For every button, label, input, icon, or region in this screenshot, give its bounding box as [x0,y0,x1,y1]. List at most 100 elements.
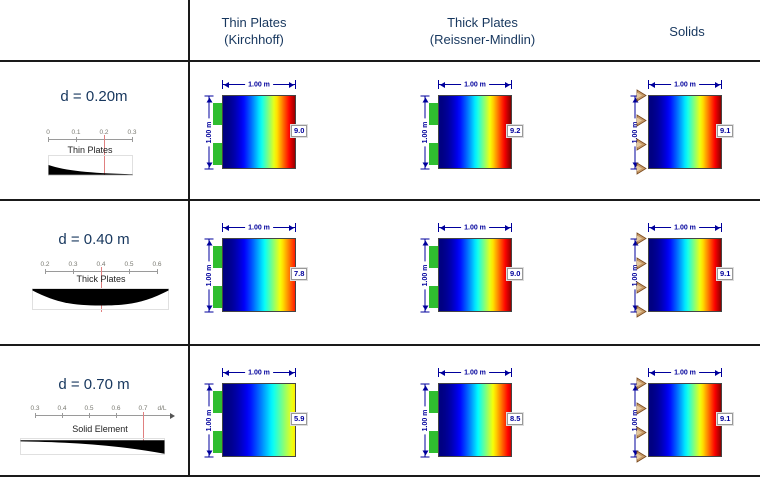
dim-end-tick [420,168,430,170]
ruler-tick-label: 0.3 [30,405,40,412]
result-cell: 1.00 m 1.00 m 7.8 [196,214,322,324]
width-dimension-label: 1.00 m [461,369,489,376]
column-header-line1: Solids [669,24,705,39]
dim-end-tick [438,223,439,232]
dim-arrow-right-icon [715,81,720,88]
pin-support-icon [636,89,647,102]
dim-arrow-left-icon [224,369,229,376]
edge-support-icon [429,103,438,125]
edge-support-icon [213,391,222,413]
max-deflection-value: 9.0 [289,123,309,139]
max-deflection-value: 9.1 [715,123,735,139]
edge-support-icon [429,391,438,413]
dim-arrow-right-icon [422,240,428,246]
max-deflection-value: 7.8 [289,266,309,282]
pin-support-icon [636,281,647,294]
max-deflection-value: 9.2 [505,123,525,139]
thickness-title: d = 0.20m [60,88,128,105]
pin-support-icon [636,138,647,151]
edge-support-icon [213,143,222,165]
dim-end-tick [648,223,649,232]
ruler-tick-label: 0.4 [96,261,106,268]
axis-unit-label: d/L [157,405,167,412]
dim-arrow-left-icon [440,369,445,376]
ruler-tick-label: 0 [46,129,50,136]
ruler-tick-mark [48,137,49,142]
column-divider [188,0,190,477]
height-dimension-label: 1.00 m [205,261,213,290]
dim-arrow-right-icon [206,240,212,246]
dim-arrow-left-icon [224,224,229,231]
max-deflection-value: 9.1 [715,266,735,282]
dim-end-tick [420,456,430,458]
ruler-tick-mark [89,413,90,418]
width-dimension: 1.00 m [222,367,296,378]
edge-support-icon [429,143,438,165]
edge-support-icon [213,103,222,125]
ruler-tick-label: 0.5 [124,261,134,268]
width-dimension-label: 1.00 m [671,369,699,376]
deflection-contour-plot [222,383,296,457]
dim-arrow-left-icon [224,81,229,88]
dim-end-tick [295,80,296,89]
dim-end-tick [721,80,722,89]
ruler-tick-mark [76,137,77,142]
ruler-tick-label: 0.6 [152,261,162,268]
ruler-tick-label: 0.2 [40,261,50,268]
edge-support-icon [213,246,222,268]
dim-arrow-right-icon [715,224,720,231]
dim-arrow-right-icon [422,385,428,391]
dim-end-tick [204,168,214,170]
axis-arrow-icon [170,412,175,419]
dim-arrow-left-icon [650,369,655,376]
result-cell: 1.00 m 1.00 m 9.1 [622,359,748,469]
deflection-contour-plot [222,238,296,312]
ruler-tick-label: 0.3 [68,261,78,268]
dl-ratio-ruler: 0 0.1 0.2 0.3 [46,129,137,144]
dim-end-tick [648,368,649,377]
dim-arrow-right-icon [505,81,510,88]
row-divider [0,344,760,346]
width-dimension: 1.00 m [648,79,722,90]
dim-arrow-right-icon [289,224,294,231]
width-dimension: 1.00 m [438,222,512,233]
dl-ratio-ruler: 0.3 0.4 0.5 0.6 0.7 d/L [30,405,175,420]
dim-arrow-right-icon [289,369,294,376]
width-dimension-label: 1.00 m [671,224,699,231]
height-dimension-label: 1.00 m [421,261,429,290]
dim-arrow-right-icon [505,369,510,376]
ruler-tick-mark [62,413,63,418]
dim-end-tick [222,80,223,89]
result-cell: 1.00 m 1.00 m 5.9 [196,359,322,469]
ruler-tick-mark [35,413,36,418]
dim-arrow-right-icon [206,97,212,103]
column-header-line2: (Reissner-Mindlin) [429,31,536,47]
header-divider [0,60,760,62]
row-divider [0,199,760,201]
max-deflection-value: 8.5 [505,411,525,427]
thick-plate-range-shape [32,288,169,310]
dim-arrow-left-icon [422,305,428,311]
width-dimension: 1.00 m [222,79,296,90]
ruler-line [35,415,173,416]
edge-support-icon [213,286,222,308]
edge-support-icon [429,286,438,308]
deflection-contour-plot [648,238,722,312]
result-cell: 1.00 m 1.00 m 9.0 [412,214,538,324]
dim-end-tick [295,223,296,232]
bottom-border [0,475,760,477]
width-dimension-label: 1.00 m [461,224,489,231]
width-dimension: 1.00 m [648,222,722,233]
ruler-tick-mark [132,137,133,142]
deflection-contour-plot [648,95,722,169]
dim-end-tick [204,311,214,313]
dim-end-tick [222,223,223,232]
result-cell: 1.00 m 1.00 m 9.2 [412,71,538,181]
height-dimension: 1.00 m [630,383,641,458]
pin-support-icon [636,257,647,270]
width-dimension: 1.00 m [648,367,722,378]
pin-support-icon [636,232,647,245]
pin-support-icon [636,402,647,415]
dim-end-tick [438,80,439,89]
